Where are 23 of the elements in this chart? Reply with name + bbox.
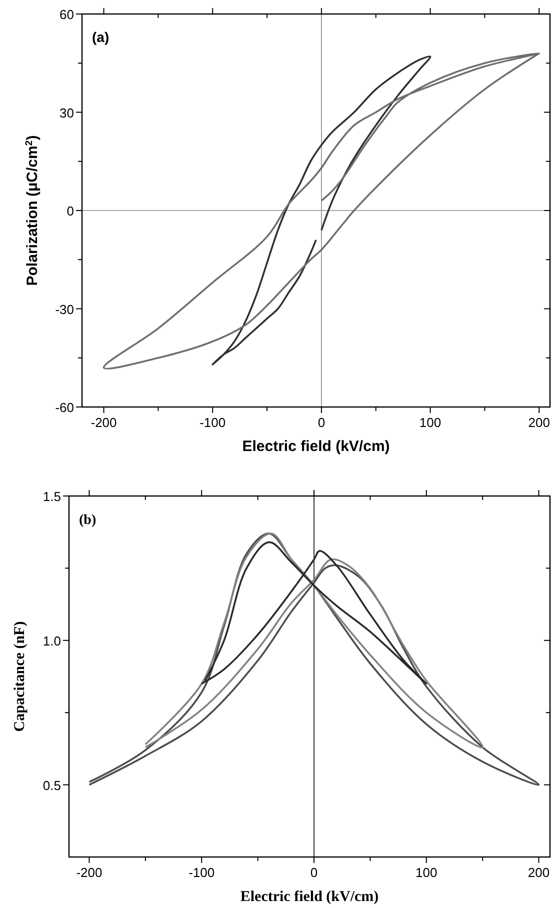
y-tick-label: -30	[55, 302, 74, 317]
x-tick-label: 100	[419, 415, 442, 430]
x-axis-title: Electric field (kV/cm)	[242, 438, 390, 455]
x-tick-label: -200	[90, 415, 117, 430]
annotation: (a)	[92, 29, 110, 45]
x-tick-label: 100	[416, 865, 438, 880]
y-tick-label: -60	[55, 400, 74, 415]
annotation: (b)	[79, 513, 96, 528]
y-tick-label: 0	[66, 204, 74, 218]
x-tick-label: 200	[528, 865, 550, 880]
y-tick-label: 30	[60, 105, 74, 120]
x-axis-title: Electric field (kV/cm)	[240, 889, 379, 905]
y-axis-title: Capacitance (nF)	[12, 621, 28, 732]
y-tick-label: 0.5	[42, 778, 61, 793]
y-tick-label: 1.5	[42, 489, 61, 504]
x-tick-label: -200	[76, 865, 102, 880]
x-tick-label: 200	[528, 415, 550, 430]
y-tick-label: 1.0	[42, 633, 61, 648]
y-tick-label: 60	[60, 7, 74, 22]
x-tick-label: -100	[188, 865, 215, 880]
x-tick-label: -100	[200, 415, 226, 430]
x-tick-label: 0	[318, 415, 326, 430]
x-tick-label: 0	[310, 865, 318, 880]
